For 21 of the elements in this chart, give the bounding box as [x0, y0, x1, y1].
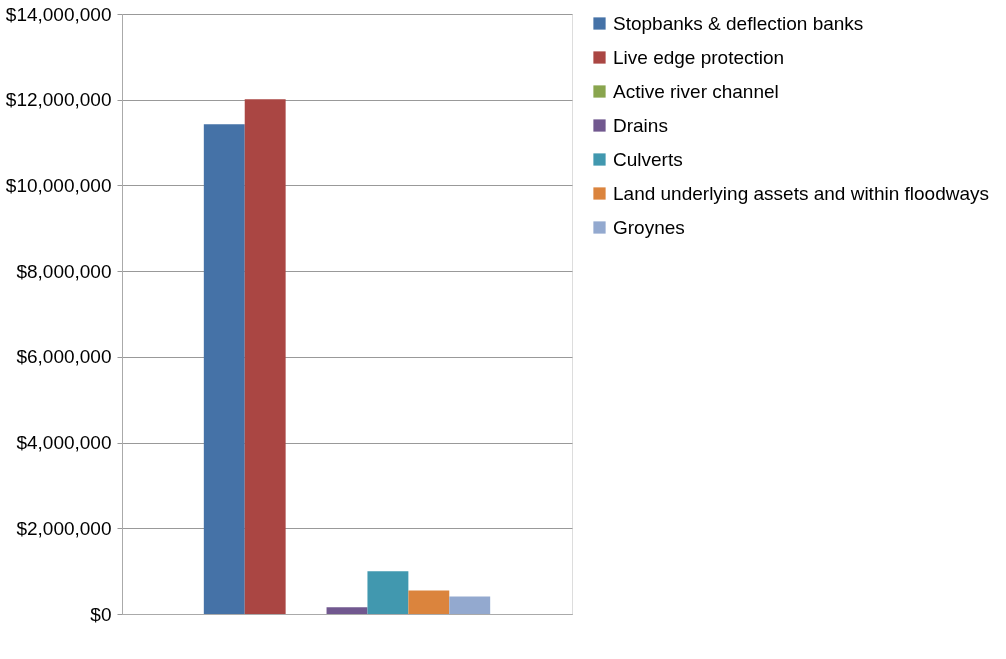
legend-label: Land underlying assets and within floodways	[613, 182, 990, 204]
bar	[244, 99, 286, 614]
y-tick-label: $0	[90, 603, 112, 625]
legend-label: Active river channel	[613, 80, 779, 102]
legend-label: Groynes	[613, 216, 685, 238]
bar	[326, 607, 368, 614]
bar	[203, 124, 245, 614]
legend-label: Stopbanks & deflection banks	[613, 12, 864, 34]
y-tick-label: $12,000,000	[5, 89, 112, 111]
y-tick-label: $6,000,000	[16, 346, 112, 368]
bar	[367, 571, 409, 614]
y-tick-label: $4,000,000	[16, 432, 112, 454]
y-tick-label: $10,000,000	[5, 174, 112, 196]
bar	[408, 590, 450, 614]
legend-label: Live edge protection	[613, 46, 785, 68]
bar	[449, 596, 491, 614]
y-tick-label: $8,000,000	[16, 260, 112, 282]
y-tick-label: $2,000,000	[16, 517, 112, 539]
legend-label: Drains	[613, 114, 668, 136]
legend-label: Culverts	[613, 148, 683, 170]
y-tick-label: $14,000,000	[5, 3, 112, 25]
